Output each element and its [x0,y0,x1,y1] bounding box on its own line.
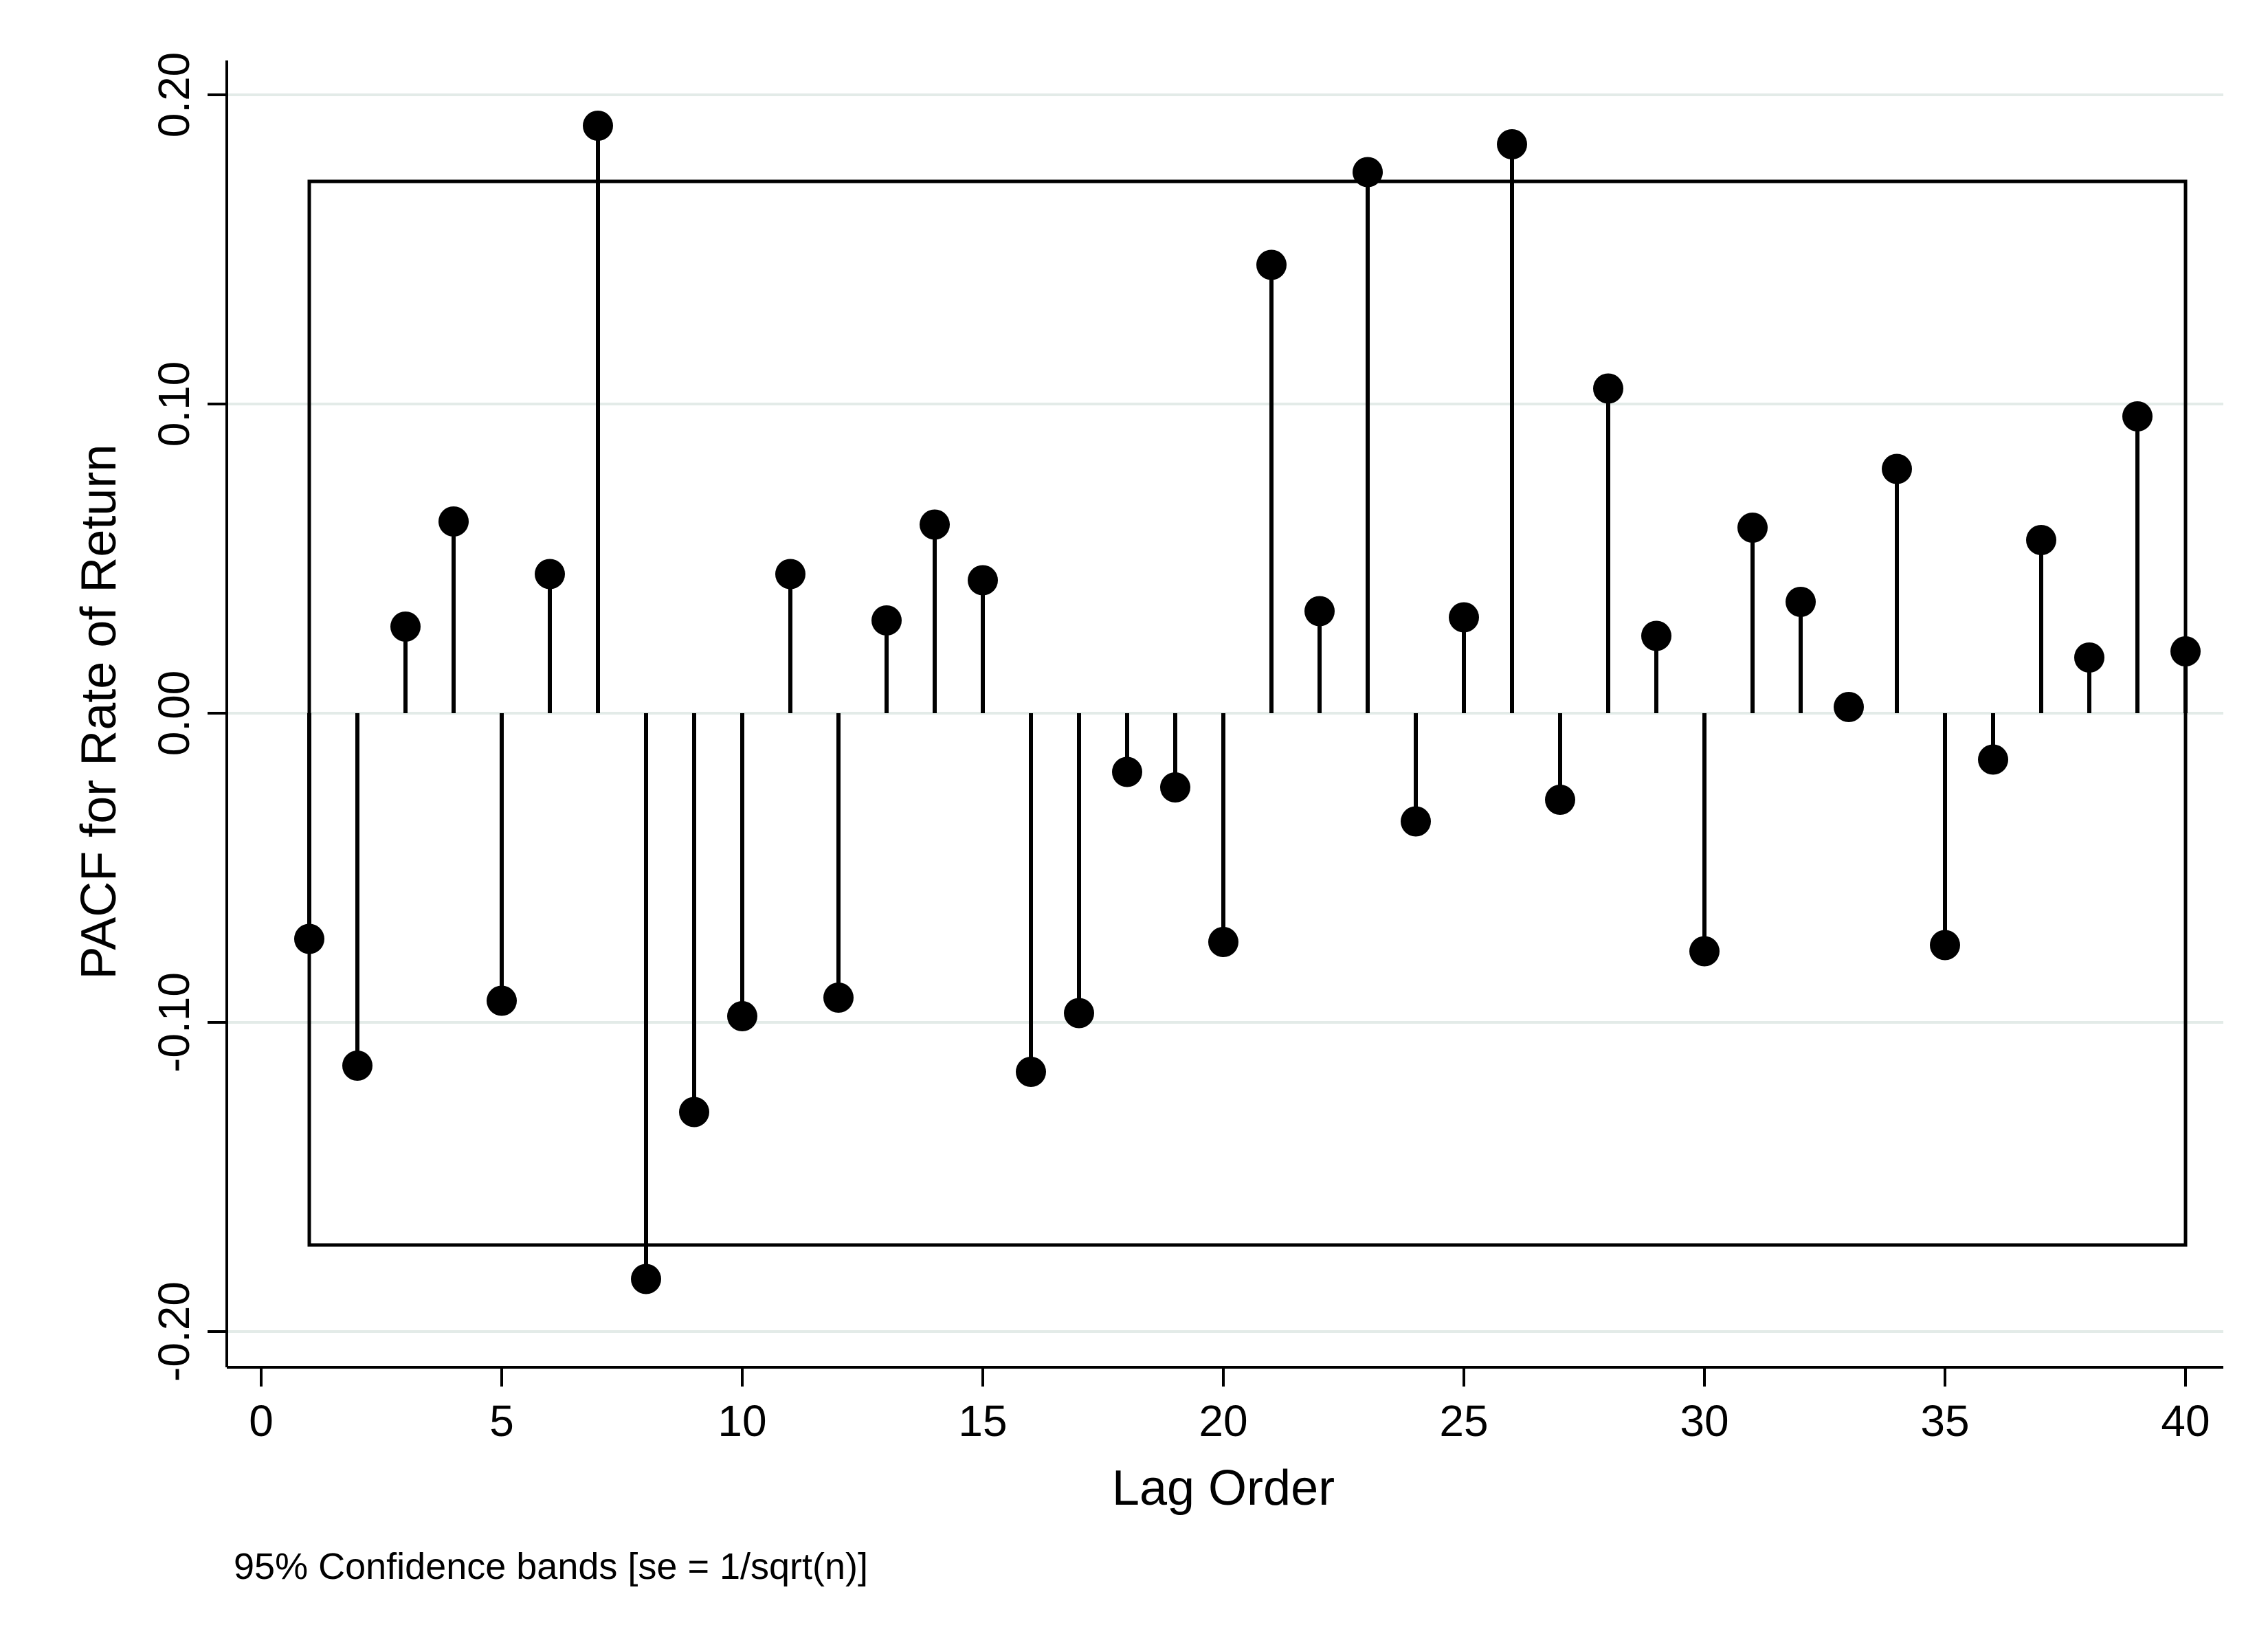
data-point [390,612,421,642]
data-point [1593,373,1623,404]
data-point [1786,587,1816,617]
data-point [727,1001,757,1031]
x-axis-title: Lag Order [1112,1461,1335,1516]
data-point [1641,620,1671,651]
x-tick-label: 40 [2161,1396,2210,1446]
data-point [679,1097,709,1128]
data-point [1737,513,1768,543]
y-axis-title: PACF for Rate of Return [71,445,126,980]
data-point [2122,401,2153,431]
y-tick-label: -0.20 [149,1281,199,1382]
data-point [1401,806,1431,837]
data-point [1112,756,1142,787]
data-point [1160,772,1190,803]
y-tick-label: 0.00 [149,671,199,756]
x-tick-label: 20 [1199,1396,1247,1446]
x-tick-label: 25 [1439,1396,1488,1446]
data-point [1978,744,2008,775]
data-point [631,1264,661,1294]
data-point [1497,129,1527,159]
data-point [438,506,469,537]
data-point [1689,936,1720,967]
data-points [294,111,2201,1294]
data-point [1304,596,1335,627]
data-point [294,923,324,954]
data-point [1930,930,1960,961]
y-tick-labels: -0.20 -0.10 0.00 0.10 0.20 [149,52,199,1382]
x-tick-label: 35 [1920,1396,1969,1446]
axes [208,60,2223,1387]
data-point [1834,692,1864,722]
y-tick-label: 0.20 [149,52,199,138]
x-tick-label: 10 [718,1396,766,1446]
x-tick-label: 30 [1680,1396,1728,1446]
data-point [920,509,950,540]
data-point [775,559,805,590]
data-point [1256,249,1287,280]
data-point [583,111,613,141]
data-point [487,985,517,1016]
data-point [1545,785,1575,815]
x-tick-label: 5 [489,1396,514,1446]
data-point [871,605,902,636]
data-point [535,559,565,590]
data-point [1208,927,1238,957]
x-tick-labels: 0 5 10 15 20 25 30 35 40 [249,1396,2210,1446]
chart-note: 95% Confidence bands [se = 1/sqrt(n)] [234,1546,868,1587]
x-tick-label: 15 [958,1396,1007,1446]
stems [307,126,2188,1279]
data-point [2170,636,2201,666]
data-point [342,1051,373,1081]
data-point [968,565,998,596]
data-point [2074,642,2104,673]
data-point [1064,998,1094,1029]
y-tick-label: -0.10 [149,972,199,1073]
data-point [1449,602,1479,633]
x-tick-label: 0 [249,1396,274,1446]
data-point [1882,453,1912,484]
data-point [823,983,854,1013]
data-point [1016,1057,1046,1087]
data-point [1353,157,1383,188]
y-tick-label: 0.10 [149,361,199,447]
data-point [2026,525,2056,555]
